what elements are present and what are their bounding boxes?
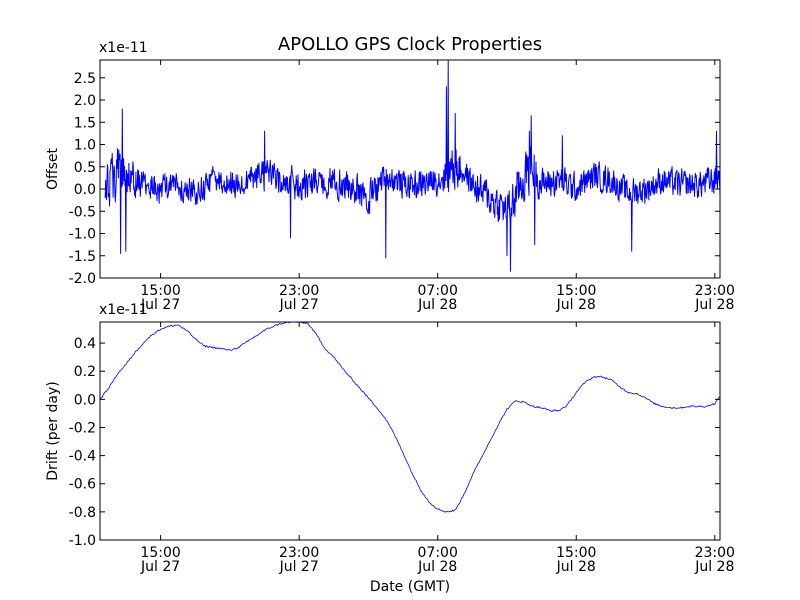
drift-xtick-label-time: 23:00 xyxy=(279,545,319,561)
drift-xtick-label-time: 23:00 xyxy=(695,545,735,561)
drift-xtick-label-time: 15:00 xyxy=(140,545,180,561)
offset-ytick-label: -1.5 xyxy=(69,249,96,265)
figure-title: APOLLO GPS Clock Properties xyxy=(278,34,542,55)
offset-xtick-label-date: Jul 28 xyxy=(694,297,734,313)
drift-scale-label: x1e-11 xyxy=(99,302,148,318)
offset-xtick-label-time: 07:00 xyxy=(418,283,458,299)
offset-ytick-label: 0.0 xyxy=(74,182,96,198)
offset-xtick-label-date: Jul 28 xyxy=(417,297,457,313)
offset-ticks: -2.0-1.5-1.0-0.50.00.51.01.52.02.515:00J… xyxy=(69,60,735,313)
offset-xtick-label-date: Jul 27 xyxy=(279,297,319,313)
drift-xtick-label-date: Jul 28 xyxy=(556,559,596,575)
offset-scale-label: x1e-11 xyxy=(99,40,148,56)
offset-xtick-label-time: 23:00 xyxy=(695,283,735,299)
offset-xtick-label-date: Jul 28 xyxy=(556,297,596,313)
offset-ytick-label: 1.5 xyxy=(74,115,96,131)
drift-y-axis-label: Drift (per day) xyxy=(45,381,61,480)
drift-series-line xyxy=(99,321,721,513)
drift-ytick-label: -0.2 xyxy=(69,420,96,436)
drift-ytick-label: 0.2 xyxy=(74,364,96,380)
drift-xtick-label-date: Jul 27 xyxy=(279,559,319,575)
offset-xtick-label-date: Jul 27 xyxy=(140,297,180,313)
drift-ytick-label: 0.4 xyxy=(74,336,96,352)
drift-xtick-label-time: 15:00 xyxy=(556,545,596,561)
x-axis-label: Date (GMT) xyxy=(370,579,450,595)
offset-xtick-label-time: 23:00 xyxy=(279,283,319,299)
drift-ytick-label: 0.0 xyxy=(74,392,96,408)
drift-ytick-label: -0.8 xyxy=(69,505,96,521)
offset-ytick-label: -0.5 xyxy=(69,204,96,220)
offset-ytick-label: -1.0 xyxy=(69,227,96,243)
drift-ytick-label: -0.6 xyxy=(69,477,96,493)
offset-ytick-label: 1.0 xyxy=(74,138,96,154)
offset-xtick-label-time: 15:00 xyxy=(556,283,596,299)
offset-y-axis-label: Offset xyxy=(45,147,61,190)
offset-ytick-label: 2.0 xyxy=(74,93,96,109)
offset-plot-frame xyxy=(99,59,721,279)
offset-ytick-label: 0.5 xyxy=(74,160,96,176)
drift-xtick-label-time: 07:00 xyxy=(418,545,458,561)
offset-panel: -2.0-1.5-1.0-0.50.00.51.01.52.02.515:00J… xyxy=(45,40,735,313)
offset-ytick-label: 2.5 xyxy=(74,71,96,87)
drift-xtick-label-date: Jul 28 xyxy=(694,559,734,575)
offset-xtick-label-time: 15:00 xyxy=(140,283,180,299)
drift-ytick-label: -1.0 xyxy=(69,533,96,549)
drift-xtick-label-date: Jul 27 xyxy=(140,559,180,575)
drift-xtick-label-date: Jul 28 xyxy=(417,559,457,575)
drift-plot-frame xyxy=(99,321,721,541)
offset-ytick-label: -2.0 xyxy=(69,271,96,287)
offset-series-line xyxy=(104,59,721,272)
drift-ytick-label: -0.4 xyxy=(69,449,96,465)
